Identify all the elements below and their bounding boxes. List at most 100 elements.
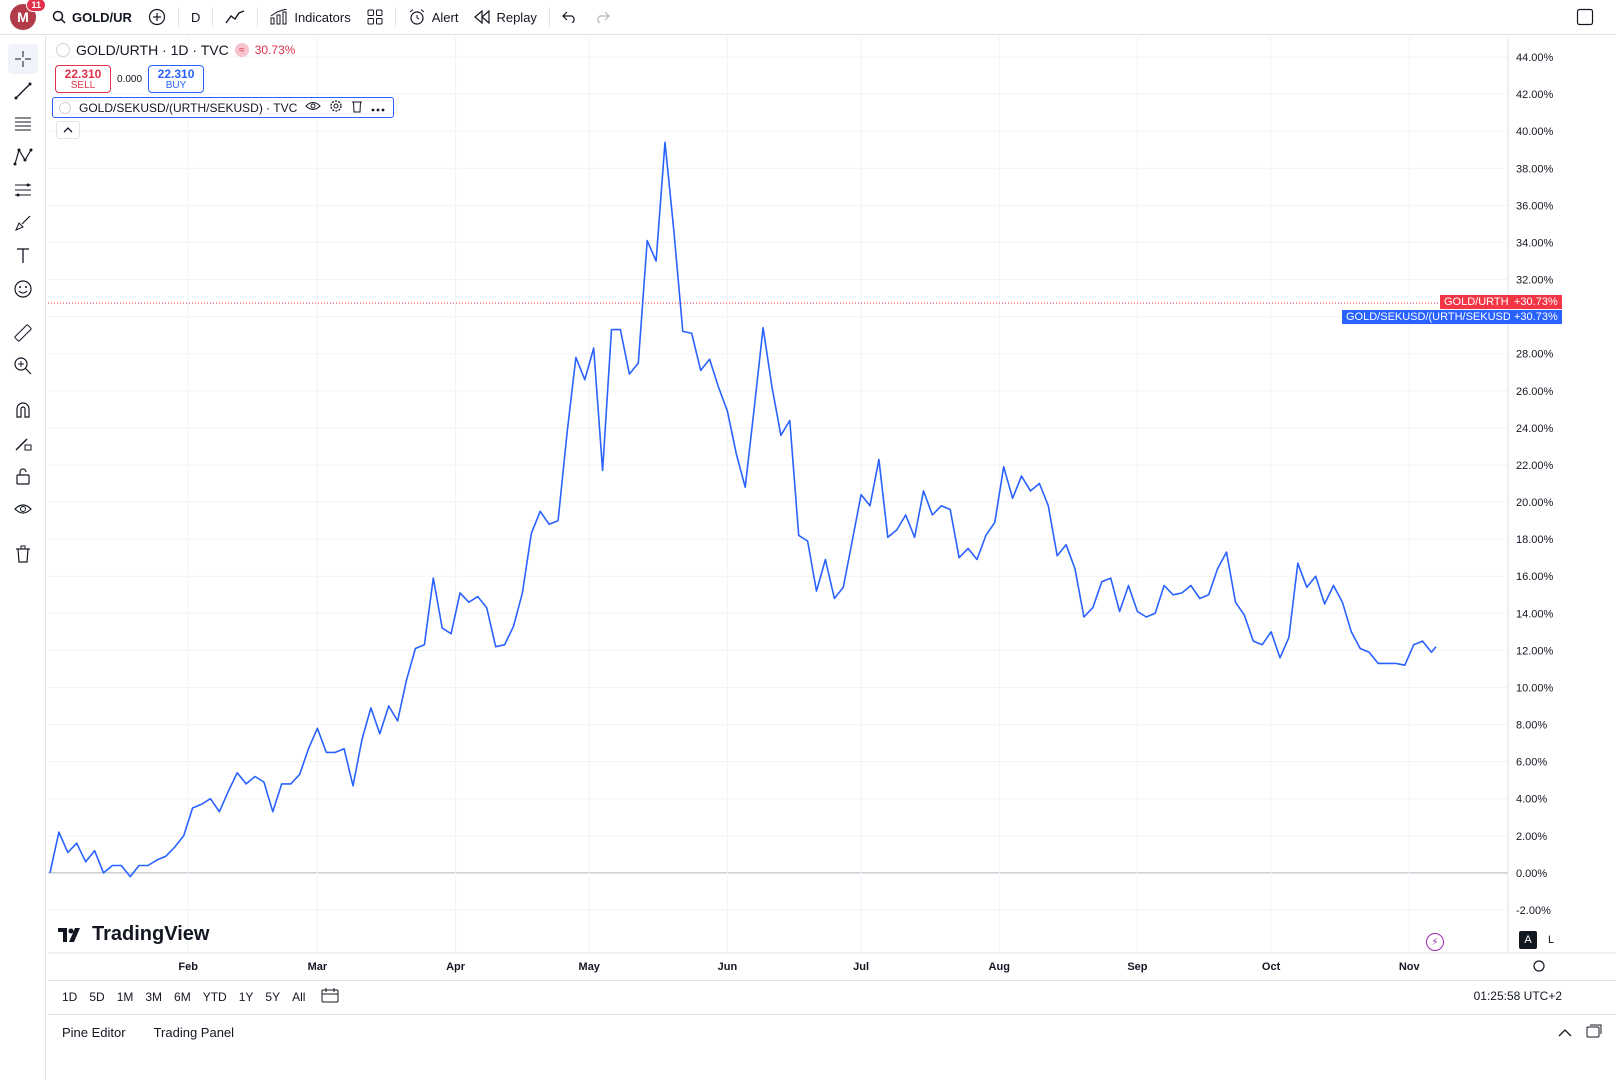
y-tick-label: 34.00% bbox=[1516, 237, 1554, 249]
fib-tool[interactable] bbox=[8, 109, 38, 139]
compare-button[interactable] bbox=[140, 0, 174, 35]
measure-tool[interactable] bbox=[8, 318, 38, 348]
undo-button[interactable] bbox=[554, 0, 586, 35]
y-tick-label: 16.00% bbox=[1516, 571, 1554, 583]
user-avatar[interactable]: M 11 bbox=[10, 0, 46, 30]
x-tick-label: Mar bbox=[308, 961, 328, 973]
hide-drawings-tool[interactable] bbox=[8, 494, 38, 524]
x-tick-label: May bbox=[579, 961, 601, 973]
remove-drawings-tool[interactable] bbox=[8, 539, 38, 569]
emoji-tool[interactable] bbox=[8, 274, 38, 304]
trend-line-icon bbox=[14, 82, 32, 100]
range-button-3m[interactable]: 3M bbox=[145, 989, 163, 1004]
log-scale-button[interactable]: L bbox=[1547, 934, 1555, 946]
main-price-label: GOLD/URTH bbox=[1440, 295, 1513, 310]
buy-button[interactable]: 22.310 BUY bbox=[148, 65, 205, 93]
range-button-1d[interactable]: 1D bbox=[62, 989, 78, 1004]
chart-pane[interactable]: 44.00% 42.00% 40.00% 38.00% 36.00% 34.00% 32.0… bbox=[48, 37, 1616, 980]
alarm-clock-icon bbox=[408, 8, 426, 26]
stay-drawing-tool[interactable] bbox=[8, 428, 38, 458]
clock-timestamp[interactable]: 01:25:58 UTC+2 bbox=[1473, 989, 1562, 1003]
sell-label: SELL bbox=[70, 80, 96, 91]
lock-drawings-tool[interactable] bbox=[8, 461, 38, 491]
y-tick-label: 22.00% bbox=[1516, 460, 1554, 472]
redo-icon bbox=[594, 11, 610, 23]
y-tick-label: 40.00% bbox=[1516, 126, 1554, 138]
range-button-ytd[interactable]: YTD bbox=[202, 989, 227, 1004]
fullscreen-button[interactable] bbox=[1568, 0, 1602, 35]
collapse-legend-button[interactable] bbox=[56, 121, 80, 139]
indicators-button[interactable]: Indicators bbox=[262, 0, 358, 35]
brush-tool[interactable] bbox=[8, 208, 38, 238]
separator bbox=[212, 7, 214, 27]
symbol-name: GOLD/UR bbox=[72, 9, 132, 25]
range-button-5y[interactable]: 5Y bbox=[265, 989, 281, 1004]
notification-badge: 11 bbox=[26, 0, 46, 12]
interval-button[interactable]: D bbox=[183, 0, 208, 35]
maximize-panel-icon[interactable] bbox=[1586, 1024, 1602, 1041]
y-tick-label: 18.00% bbox=[1516, 534, 1554, 546]
spread-value: 0.000 bbox=[117, 73, 143, 85]
zoom-tool[interactable] bbox=[8, 351, 38, 381]
x-tick-label: Jul bbox=[853, 961, 869, 973]
sell-button[interactable]: 22.310 SELL bbox=[55, 65, 111, 93]
y-tick-label: 36.00% bbox=[1516, 200, 1554, 212]
tradingview-logo-icon bbox=[58, 927, 80, 942]
eye-icon[interactable] bbox=[305, 100, 321, 115]
y-tick-label: 44.00% bbox=[1516, 52, 1554, 64]
text-tool[interactable] bbox=[8, 241, 38, 271]
chevron-up-icon[interactable] bbox=[1558, 1025, 1572, 1040]
layouts-button[interactable] bbox=[359, 0, 391, 35]
range-button-1y[interactable]: 1Y bbox=[238, 989, 254, 1004]
indicators-icon bbox=[270, 9, 288, 25]
range-button-5d[interactable]: 5D bbox=[89, 989, 105, 1004]
auto-scale-button[interactable]: A bbox=[1519, 931, 1537, 949]
x-tick-label: Oct bbox=[1262, 961, 1281, 973]
settings-gear-icon[interactable] bbox=[329, 99, 343, 116]
axis-settings-gear-icon bbox=[1533, 960, 1545, 972]
bottom-tabs: Pine Editor Trading Panel bbox=[48, 1025, 248, 1040]
main-price-value: +30.73% bbox=[1510, 295, 1562, 310]
range-button-6m[interactable]: 6M bbox=[174, 989, 191, 1004]
top-toolbar: M 11 GOLD/UR D Indicators bbox=[0, 0, 1616, 35]
main-legend[interactable]: GOLD/URTH · 1D · TVC ≈ 30.73% bbox=[56, 42, 295, 58]
price-chart[interactable]: 44.00% 42.00% 40.00% 38.00% 36.00% 34.00% 32.0… bbox=[48, 37, 1616, 980]
forecast-icon bbox=[15, 183, 31, 197]
plus-circle-icon bbox=[148, 8, 166, 26]
separator bbox=[177, 7, 179, 27]
alert-button[interactable]: Alert bbox=[400, 0, 467, 35]
crosshair-tool[interactable] bbox=[8, 44, 38, 74]
delete-trash-icon[interactable] bbox=[351, 99, 363, 116]
square-icon bbox=[1576, 8, 1594, 26]
y-tick-label: -2.00% bbox=[1516, 905, 1551, 917]
goto-date-icon[interactable] bbox=[321, 987, 339, 1006]
chart-type-button[interactable] bbox=[217, 0, 253, 35]
trend-line-tool[interactable] bbox=[8, 76, 38, 106]
forecast-tool[interactable] bbox=[8, 175, 38, 205]
series-legend[interactable]: GOLD/SEKUSD/(URTH/SEKUSD) · TVC bbox=[52, 97, 395, 118]
y-tick-label: 38.00% bbox=[1516, 163, 1554, 175]
crosshair-icon bbox=[15, 51, 31, 67]
legend-title: GOLD/URTH · 1D · TVC bbox=[76, 42, 229, 58]
ruler-icon bbox=[14, 324, 32, 342]
logo-text: TradingView bbox=[92, 923, 210, 945]
y-tick-label: 2.00% bbox=[1516, 831, 1547, 843]
range-button-1m[interactable]: 1M bbox=[116, 989, 134, 1004]
lightning-icon[interactable]: ⚡ bbox=[1426, 933, 1444, 951]
tab-trading-panel[interactable]: Trading Panel bbox=[153, 1025, 235, 1040]
range-button-all[interactable]: All bbox=[292, 989, 306, 1004]
series-title: GOLD/SEKUSD/(URTH/SEKUSD) · TVC bbox=[79, 100, 298, 115]
replay-button[interactable]: Replay bbox=[466, 0, 544, 35]
magnet-tool[interactable] bbox=[8, 395, 38, 425]
tab-pine-editor[interactable]: Pine Editor bbox=[62, 1025, 126, 1040]
series-price-label: GOLD/SEKUSD/(URTH/SEKUSD) bbox=[1342, 310, 1519, 325]
brush-icon bbox=[15, 215, 31, 231]
tradingview-logo[interactable]: TradingView bbox=[58, 923, 209, 946]
symbol-search[interactable]: GOLD/UR bbox=[44, 0, 140, 35]
y-tick-label: 4.00% bbox=[1516, 794, 1547, 806]
pattern-tool[interactable] bbox=[8, 142, 38, 172]
redo-button[interactable] bbox=[586, 0, 618, 35]
eye-icon bbox=[14, 504, 32, 514]
x-tick-label: Sep bbox=[1127, 961, 1147, 973]
more-options-icon[interactable] bbox=[371, 101, 385, 115]
